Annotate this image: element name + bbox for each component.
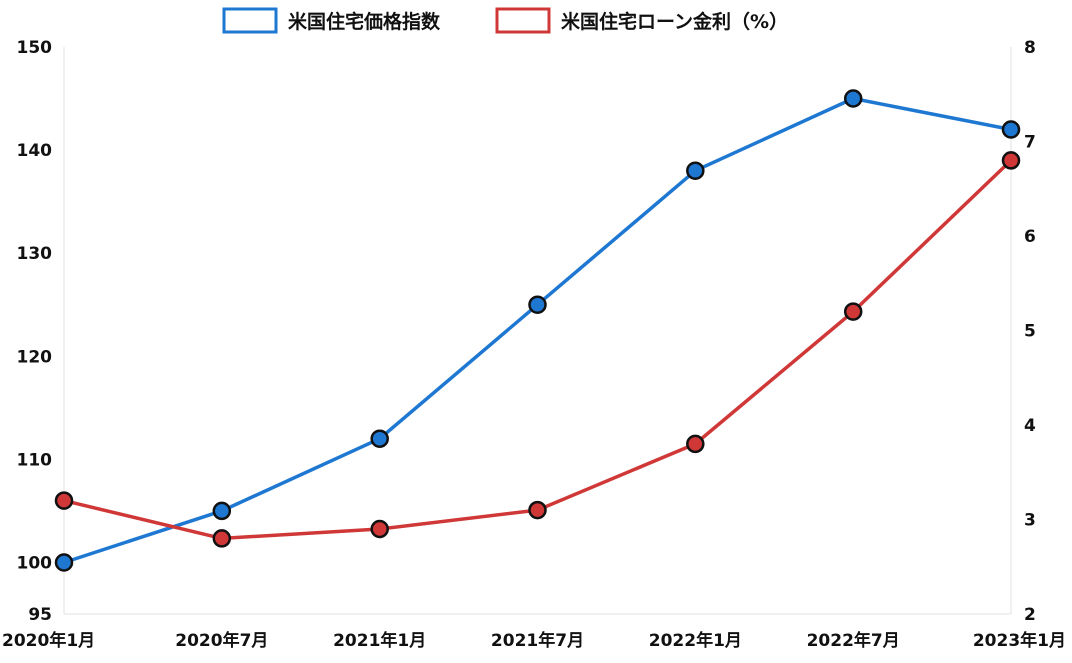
x-tick-label: 2022年1月 (649, 630, 742, 651)
axes (63, 47, 1012, 615)
series-lines (63, 96, 1013, 565)
right-y-tick-label: 4 (1024, 416, 1036, 436)
left-y-tick-label: 110 (17, 450, 53, 470)
x-axis-ticks: 2020年1月 2020年7月 2021年1月 2021年7月 2022年1月 2022年… (2, 630, 1066, 651)
series-1-point (528, 500, 547, 520)
series-1-point (843, 302, 863, 321)
series-1-point (370, 519, 389, 539)
series-0-point (528, 295, 547, 314)
left-y-tick-label: 100 (17, 553, 53, 573)
legend-swatch-series-1 (495, 7, 551, 34)
left-y-tick-label: 95 (28, 605, 52, 625)
x-tick-label: 2020年7月 (175, 630, 268, 651)
right-y-tick-label: 2 (1024, 605, 1036, 625)
legend-swatch-series-0 (222, 7, 278, 34)
legend: 米国住宅価格指数 米国住宅ローン金利（%） (222, 7, 788, 34)
series-0-point (686, 161, 705, 180)
right-y-tick-label: 7 (1024, 133, 1036, 153)
right-y-axis-ticks: 2 3 4 5 6 7 8 (1024, 38, 1036, 625)
series-1-point (212, 529, 232, 548)
series-points (54, 89, 1021, 572)
right-y-tick-label: 8 (1024, 38, 1036, 58)
series-0-point (370, 429, 389, 448)
series-line-1 (63, 159, 1013, 541)
series-1-point (686, 434, 705, 454)
left-y-axis-ticks: 95 100 110 120 130 140 150 (17, 38, 53, 625)
x-tick-label: 2020年1月 (2, 630, 95, 651)
x-tick-label: 2021年7月 (491, 630, 584, 651)
series-0-point (1001, 120, 1021, 139)
series-1-point (1001, 151, 1021, 170)
right-y-tick-label: 5 (1024, 322, 1036, 342)
series-1-point (54, 491, 74, 510)
right-y-tick-label: 3 (1024, 511, 1036, 531)
series-0-point (843, 89, 863, 108)
legend-label-series-0: 米国住宅価格指数 (288, 10, 441, 33)
series-line-0 (63, 96, 1012, 565)
left-y-tick-label: 140 (17, 141, 53, 161)
x-tick-label: 2021年1月 (333, 630, 426, 651)
right-y-tick-label: 6 (1024, 227, 1036, 247)
x-tick-label: 2022年7月 (807, 630, 900, 651)
left-y-tick-label: 120 (17, 347, 53, 367)
left-y-tick-label: 130 (17, 244, 53, 264)
left-y-tick-label: 150 (17, 38, 53, 58)
legend-label-series-1: 米国住宅ローン金利（%） (561, 10, 788, 33)
x-tick-label: 2023年1月 (973, 630, 1066, 651)
series-0-point (54, 553, 74, 572)
series-0-point (212, 501, 232, 521)
